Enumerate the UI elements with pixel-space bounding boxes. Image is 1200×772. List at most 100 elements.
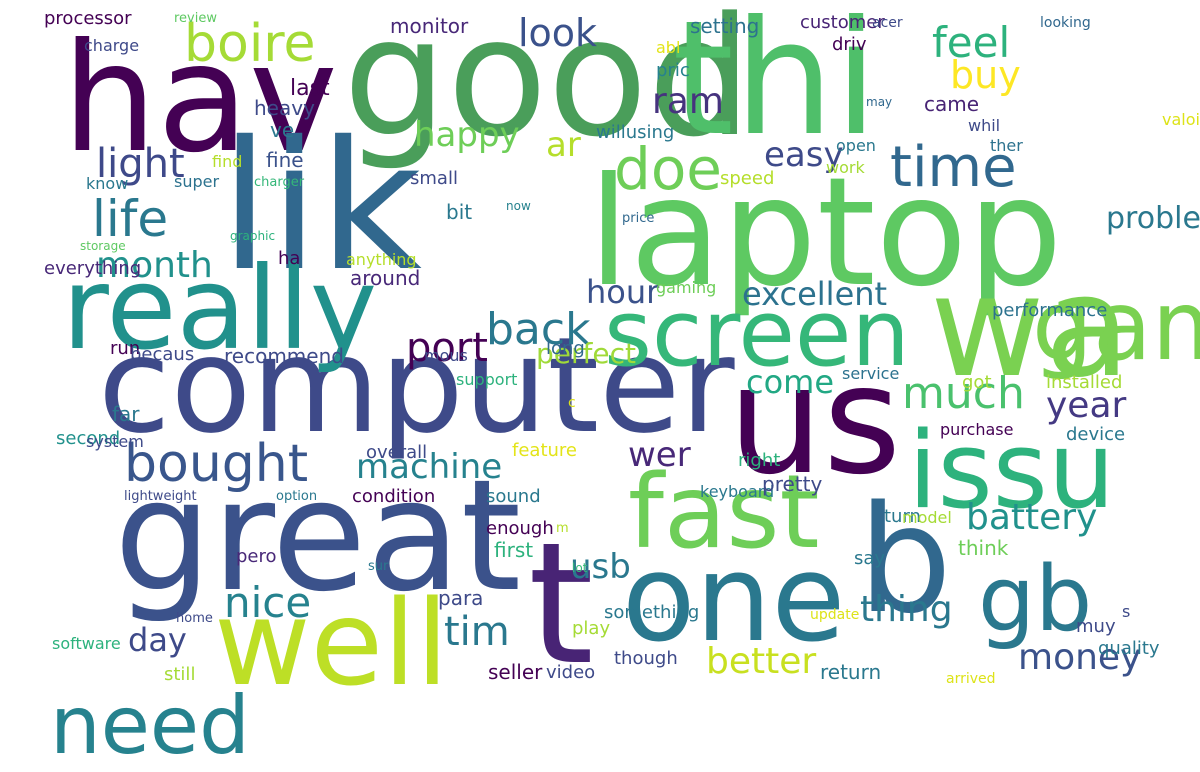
word-price: price <box>622 211 655 226</box>
word-well: well <box>214 574 449 712</box>
word-storage: storage <box>80 239 126 253</box>
word-screen: screen <box>604 280 910 387</box>
word-looking: looking <box>1040 15 1091 31</box>
word-speed: speed <box>720 168 775 189</box>
word-first: first <box>494 538 534 562</box>
word-thi: thi <box>672 0 878 171</box>
word-came: came <box>924 92 980 116</box>
word-pero: pero <box>236 546 277 567</box>
word-bit: bit <box>446 200 473 224</box>
word-mous: mous <box>424 346 468 365</box>
word-enough: enough <box>486 518 554 539</box>
word-day: day <box>128 621 187 659</box>
word-laptop: laptop <box>588 146 1063 320</box>
word-work: work <box>826 158 865 177</box>
word-may: may <box>866 95 893 109</box>
word-boire: boire <box>184 14 316 74</box>
word-processor: processor <box>44 8 132 29</box>
word-light: light <box>96 141 185 187</box>
word-cloud: good thi hav lik laptop computer us grea… <box>44 0 1200 766</box>
word-software: software <box>52 634 121 653</box>
word-port: port <box>406 325 488 371</box>
word-one: one <box>622 530 846 669</box>
word-lot: lot <box>572 561 588 575</box>
word-need: need <box>50 679 250 772</box>
word-money: money <box>1018 637 1142 678</box>
word-everything: everything <box>44 258 142 279</box>
word-play: play <box>572 618 611 639</box>
word-month: month <box>96 245 213 286</box>
word-back: back <box>486 304 591 355</box>
word-ar: ar <box>546 125 581 165</box>
word-charge: charge <box>84 36 140 55</box>
word-seller: seller <box>488 660 543 684</box>
word-great: great <box>114 447 522 626</box>
word-setting: setting <box>690 14 760 38</box>
word-buy: buy <box>950 53 1021 97</box>
word-graphic: graphic <box>230 229 276 243</box>
word-support: support <box>456 370 518 389</box>
word-service: service <box>842 364 900 383</box>
word-battery: battery <box>966 497 1098 538</box>
word-gaming: gaming <box>656 278 717 297</box>
word-quality: quality <box>1098 638 1160 659</box>
word-sur: sur <box>368 559 389 574</box>
word-machine: machine <box>356 447 503 487</box>
word-installed: installed <box>1046 372 1123 393</box>
word-hour: hour <box>586 273 660 311</box>
word-charger: charger <box>254 175 305 190</box>
word-lightweight: lightweight <box>124 489 197 504</box>
word-much: much <box>902 368 1025 419</box>
word-recommend: recommend <box>224 344 344 368</box>
word-review: review <box>174 11 217 26</box>
word-s: s <box>1122 602 1131 621</box>
word-look: look <box>518 11 598 55</box>
word-run: run <box>110 338 141 359</box>
word-long: long <box>546 338 585 359</box>
word-know: know <box>86 174 129 193</box>
word-think: think <box>958 536 1009 560</box>
word-really: really <box>62 242 378 375</box>
word-far: far <box>112 402 140 426</box>
word-gb: gb <box>978 547 1093 652</box>
word-condition: condition <box>352 486 436 507</box>
word-return: return <box>820 660 882 684</box>
word-still: still <box>164 664 196 685</box>
word-driv: driv <box>832 34 867 55</box>
word-lik: lik <box>220 103 422 310</box>
word-better: better <box>706 641 817 682</box>
word-fine: fine <box>266 148 304 172</box>
word-t: t <box>528 506 594 702</box>
word-good: good <box>343 0 752 173</box>
word-monitor: monitor <box>390 14 469 38</box>
word-small: small <box>410 168 458 189</box>
word-b: b <box>858 474 952 646</box>
word-us: us <box>728 334 902 508</box>
word-computer: computer <box>98 309 735 463</box>
word-abl: abl <box>656 38 681 57</box>
word-muy: muy <box>1076 616 1116 637</box>
word-something: something <box>604 602 700 623</box>
word-problem: problem <box>1106 201 1200 236</box>
word-excellent: excellent <box>742 275 888 313</box>
word-time: time <box>890 135 1017 200</box>
word-doe: doe <box>614 135 722 203</box>
word-got: got <box>962 372 992 393</box>
word-para: para <box>438 586 484 610</box>
word-ram: ram <box>652 81 724 122</box>
word-anything: anything <box>346 250 417 269</box>
word-pretty: pretty <box>762 472 823 496</box>
word-now: now <box>506 199 531 213</box>
word-usb: usb <box>570 547 631 587</box>
word-bought: bought <box>124 434 309 494</box>
word-last: last <box>290 76 330 101</box>
word-willusing: willusing <box>596 122 675 143</box>
word-sound: sound <box>486 486 541 507</box>
word-though: though <box>614 648 678 669</box>
word-arrived: arrived <box>946 671 996 687</box>
word-open: open <box>836 136 876 155</box>
word-performance: performance <box>992 300 1108 321</box>
word-pric: pric <box>656 60 690 81</box>
word-around: around <box>350 266 421 290</box>
word-perfect: perfect <box>536 337 636 370</box>
